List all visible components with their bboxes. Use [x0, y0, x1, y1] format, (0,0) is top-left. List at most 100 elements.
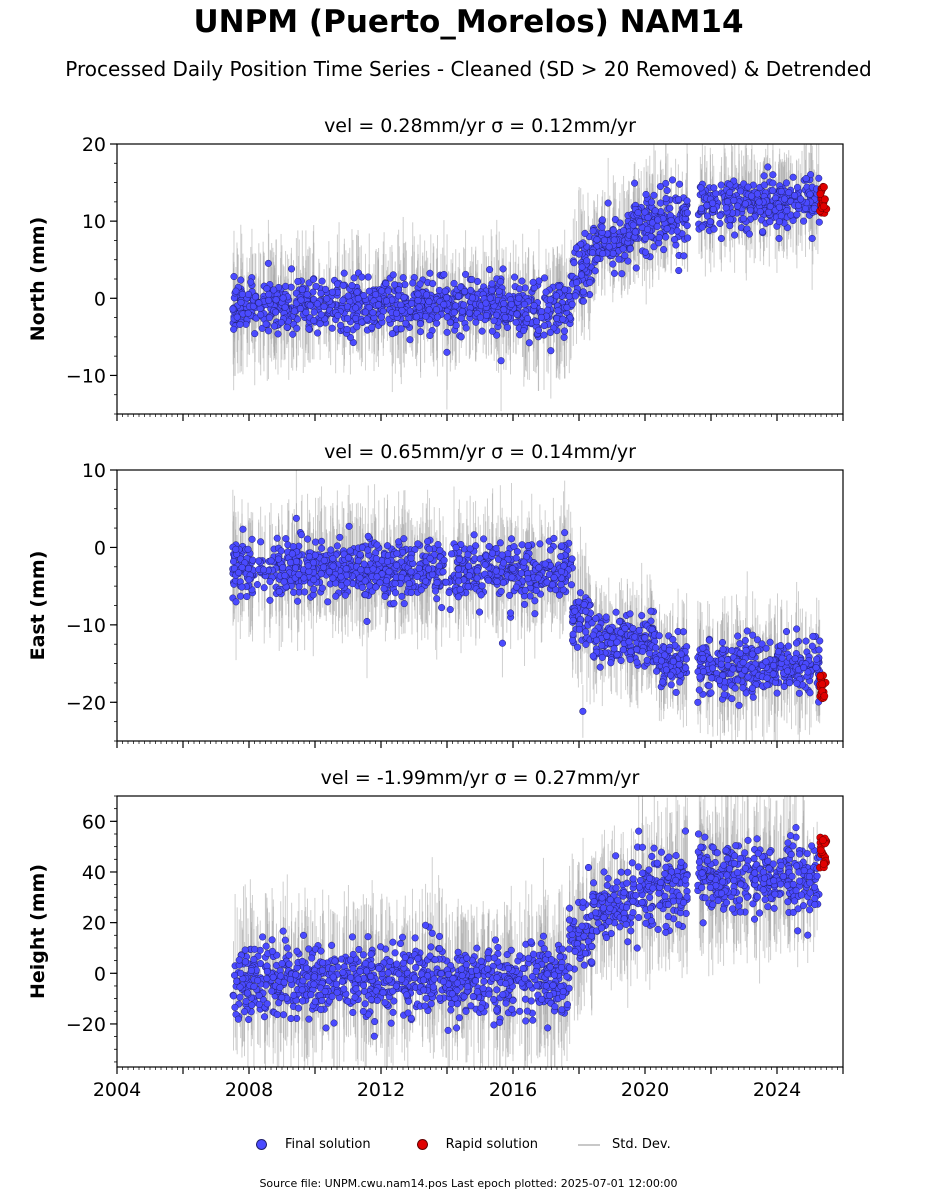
data-point-final [656, 182, 664, 191]
data-point-final [781, 195, 789, 203]
data-point-final [438, 604, 446, 612]
data-point-final [354, 294, 362, 303]
data-point-final [611, 215, 619, 224]
data-point-final [748, 192, 756, 200]
data-point-final [242, 320, 250, 328]
data-point-final [550, 534, 558, 542]
data-point-final [388, 330, 396, 338]
data-point-final [382, 297, 391, 305]
data-point-final [391, 281, 399, 289]
data-point-final [503, 323, 511, 332]
page-subtitle: Processed Daily Position Time Series - C… [65, 57, 872, 81]
data-point-final [626, 655, 634, 664]
data-point-final [675, 266, 683, 275]
data-point-final [749, 693, 757, 701]
data-point-final [294, 597, 302, 605]
data-point-final [651, 207, 659, 215]
data-point-final [615, 255, 623, 263]
data-point-final [260, 584, 268, 592]
data-point-final [793, 625, 801, 633]
data-point-final [243, 593, 251, 601]
data-point-final [274, 555, 283, 563]
data-point-final [466, 545, 474, 553]
data-point-final [709, 199, 717, 207]
data-point-final [297, 531, 305, 539]
data-point-final [650, 191, 658, 199]
data-point-final [547, 347, 555, 355]
data-point-final [782, 179, 790, 187]
data-point-final [289, 330, 297, 338]
data-point-final [652, 644, 660, 652]
data-point-final [249, 556, 257, 564]
data-point-final [603, 632, 611, 640]
data-point-final [384, 287, 392, 295]
data-point-final [297, 296, 305, 304]
data-point-final [734, 676, 742, 684]
data-point-final [408, 299, 416, 308]
data-point-final [572, 244, 580, 252]
data-point-final [372, 583, 380, 591]
data-point-final [314, 329, 322, 337]
data-point-final [443, 328, 451, 336]
data-point-final [433, 579, 441, 587]
data-point-final [439, 568, 447, 576]
data-point-final [481, 561, 489, 569]
data-point-final [609, 260, 617, 268]
data-point-final [264, 259, 272, 267]
data-point-final [440, 300, 448, 309]
data-point-final [626, 610, 634, 618]
data-point-final [383, 542, 391, 550]
data-point-final [414, 290, 422, 298]
data-point-final [266, 577, 274, 586]
panel-title: vel = 0.65mm/yr σ = 0.14mm/yr [324, 441, 636, 463]
data-point-final [288, 550, 296, 558]
data-point-final [318, 277, 326, 285]
data-point-final [499, 265, 507, 273]
data-point-final [361, 308, 370, 316]
data-point-final [400, 293, 408, 301]
data-point-final [339, 281, 347, 289]
data-point-final [465, 572, 473, 580]
data-point-final [422, 291, 431, 299]
data-point-final [310, 308, 318, 316]
data-point-final [406, 336, 414, 344]
data-point-final [416, 280, 424, 288]
data-point-final [343, 325, 351, 333]
data-point-final [642, 234, 650, 242]
data-point-final [495, 287, 503, 295]
data-point-final [800, 664, 808, 672]
data-point-final [739, 215, 747, 223]
data-point-final [454, 292, 463, 300]
data-point-final [815, 646, 823, 654]
data-point-final [815, 218, 823, 226]
data-point-final [619, 245, 627, 253]
data-point-final [499, 579, 507, 587]
data-point-final [313, 300, 321, 308]
data-point-final [631, 179, 639, 187]
data-point-final [524, 314, 532, 323]
data-point-final [279, 294, 287, 302]
data-point-final [589, 227, 597, 235]
data-point-final [323, 295, 331, 303]
data-point-final [369, 309, 377, 317]
data-point-final [290, 588, 298, 596]
data-point-final [568, 555, 576, 563]
data-point-final [352, 304, 360, 312]
data-point-final [718, 638, 727, 647]
data-point-final [717, 181, 725, 189]
data-point-final [322, 285, 330, 293]
data-point-final [529, 278, 537, 286]
data-point-final [683, 222, 691, 230]
data-point-final [682, 655, 690, 663]
data-point-final [316, 320, 324, 328]
data-point-final [426, 554, 434, 562]
data-point-final [272, 296, 280, 304]
data-point-final [643, 656, 651, 664]
data-point-final [583, 257, 591, 265]
data-point-final [378, 287, 386, 295]
data-point-final [446, 318, 454, 326]
data-point-final [237, 298, 245, 306]
data-point-final [389, 271, 397, 279]
data-point-final [280, 578, 288, 586]
data-point-final [589, 652, 597, 660]
